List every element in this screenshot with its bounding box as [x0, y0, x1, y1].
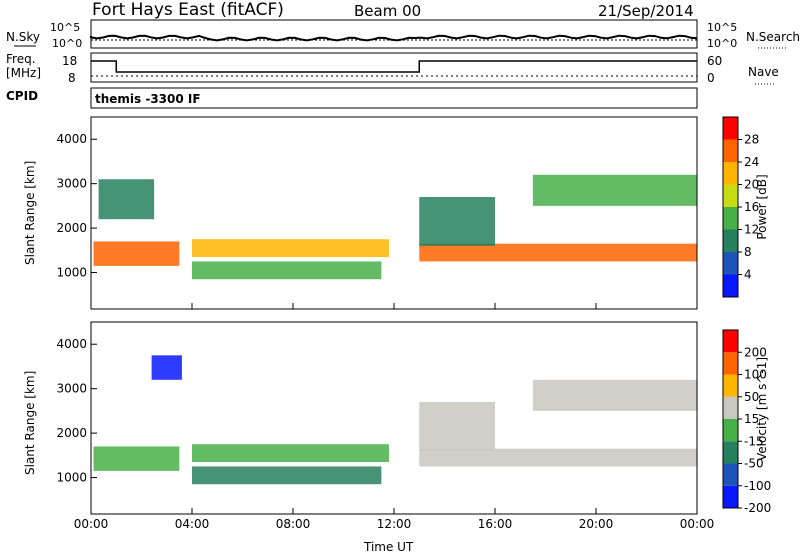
y-tick-label-0-0: 1000 [56, 266, 87, 280]
nsky-line [90, 34, 698, 42]
echo-region-0-6 [532, 174, 697, 206]
x-tick-label-4: 16:00 [478, 517, 513, 531]
date-label: 21/Sep/2014 [598, 2, 694, 20]
colorbar-tick-label-1-1: 100 [744, 368, 767, 382]
colorbar-seg-1-1 [723, 463, 738, 486]
echo-region-1-2 [192, 444, 389, 462]
cpid-label: CPID [6, 89, 39, 103]
colorbar-seg-0-6 [723, 139, 738, 162]
echo-region-0-0 [93, 241, 180, 266]
nsky-panel [90, 19, 698, 49]
echo-region-0-2 [192, 239, 389, 257]
echo-region-1-6 [532, 379, 697, 411]
freq-tick-high: 18 [62, 54, 78, 68]
colorbar-tick-label-0-3: 16 [744, 200, 759, 214]
colorbar-seg-1-5 [723, 374, 738, 397]
nave-label: Nave [748, 65, 779, 79]
freq-panel [90, 52, 698, 83]
echo-region-1-4 [419, 448, 697, 467]
x-tick-label-3: 12:00 [377, 517, 412, 531]
y-tick-label-1-0: 1000 [56, 471, 87, 485]
y-tick-label-0-1: 2000 [56, 221, 87, 235]
colorbar-tick-label-0-2: 12 [744, 223, 759, 237]
echo-region-1-3 [192, 466, 382, 485]
echo-region-1-0 [93, 446, 180, 471]
y-tick-label-1-2: 3000 [56, 382, 87, 396]
echo-region-0-3 [192, 261, 382, 280]
colorbar-tick-label-1-7: -200 [744, 501, 771, 515]
x-tick-label-2: 08:00 [276, 517, 311, 531]
colorbar-seg-0-0 [723, 274, 738, 297]
x-tick-label-0: 00:00 [74, 517, 109, 531]
colorbar-tick-label-1-4: -15 [744, 434, 764, 448]
freq-unit-label: [MHz] [6, 66, 42, 80]
colorbar-tick-label-0-6: 28 [744, 133, 759, 147]
colorbar-seg-1-0 [723, 485, 738, 508]
colorbar-seg-0-4 [723, 184, 738, 207]
colorbar-seg-1-3 [723, 419, 738, 442]
nsky-label: N.Sky [6, 30, 41, 44]
beam-label: Beam 00 [354, 2, 422, 20]
echo-region-0-1 [98, 179, 155, 220]
velocity-panel-frame [90, 321, 698, 515]
y-tick-label-1-3: 4000 [56, 337, 87, 351]
colorbar-tick-label-1-5: -50 [744, 457, 764, 471]
plot-title: Fort Hays East (fitACF) [92, 0, 284, 20]
nave-tick-high: 60 [707, 54, 723, 68]
x-axis-label: Time UT [364, 540, 414, 554]
y-tick-label-0-2: 3000 [56, 177, 87, 191]
colorbar-tick-label-0-1: 8 [744, 245, 752, 259]
echo-region-1-5 [419, 402, 495, 451]
freq-tick-low: 8 [68, 71, 76, 85]
x-tick-label-1: 04:00 [175, 517, 210, 531]
nsky-tick-low: 10^0 [52, 37, 83, 50]
x-tick-label-5: 20:00 [579, 517, 614, 531]
echo-region-0-4 [419, 243, 697, 262]
colorbar-seg-1-4 [723, 396, 738, 419]
colorbar-tick-label-0-4: 20 [744, 178, 759, 192]
y-tick-label-1-1: 2000 [56, 426, 87, 440]
colorbar-seg-0-7 [723, 117, 738, 140]
colorbar-tick-label-1-3: 15 [744, 412, 759, 426]
freq-label: Freq. [6, 52, 36, 66]
colorbar-seg-0-2 [723, 229, 738, 252]
colorbar-seg-0-1 [723, 252, 738, 275]
echo-region-1-1 [151, 355, 182, 380]
colorbar-seg-0-5 [723, 162, 738, 185]
nsky-tick-high: 10^5 [50, 21, 81, 34]
colorbar-tick-label-1-0: 200 [744, 345, 767, 359]
colorbar-tick-label-0-5: 24 [744, 155, 759, 169]
y-tick-label-0-3: 4000 [56, 132, 87, 146]
colorbar-tick-label-1-6: -100 [744, 479, 771, 493]
cpid-text: themis -3300 IF [95, 92, 201, 106]
nsearch-tick-high: 10^5 [707, 21, 738, 34]
freq-line [91, 60, 697, 73]
nsearch-label: N.Search [746, 30, 800, 44]
colorbar-tick-label-0-0: 4 [744, 268, 752, 282]
colorbar-seg-0-3 [723, 207, 738, 230]
colorbar-seg-1-2 [723, 441, 738, 464]
colorbar-tick-label-1-2: 50 [744, 390, 759, 404]
colorbar-seg-1-6 [723, 352, 738, 375]
colorbar-seg-1-7 [723, 330, 738, 353]
x-tick-label-6: 00:00 [680, 517, 715, 531]
nave-tick-low: 0 [707, 71, 715, 85]
nsearch-tick-low: 10^0 [707, 37, 738, 50]
cpid-panel [90, 87, 698, 109]
echo-region-0-5 [419, 197, 495, 246]
power-panel-frame [90, 116, 698, 310]
